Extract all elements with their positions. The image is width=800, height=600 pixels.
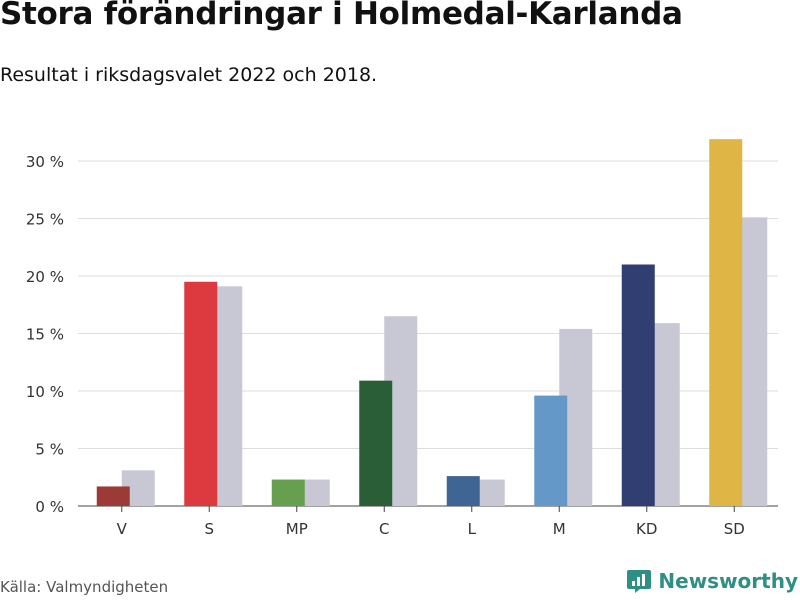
- bar-2022-c: [359, 380, 393, 506]
- y-tick-label: 20 %: [26, 268, 64, 286]
- bar-chart-icon: [627, 570, 652, 593]
- bar-2022-kd: [621, 264, 655, 506]
- bar-2022-l: [446, 476, 480, 506]
- x-tick-label: V: [117, 520, 128, 538]
- bar-chart: 0 % 5 % 10 % 15 % 20 % 25 % 30 % V S MP C L M KD SD: [26, 139, 778, 538]
- bar-2022-mp: [271, 479, 305, 506]
- bar-2022-s: [184, 281, 218, 506]
- bar-2022-v: [96, 486, 130, 506]
- y-tick-label: 0 %: [35, 498, 64, 516]
- chart-title: Stora förändringar i Holmedal-Karlanda: [0, 0, 683, 32]
- bar-2022-sd: [709, 139, 743, 506]
- x-tick-label: KD: [636, 520, 657, 538]
- y-tick-label: 30 %: [26, 153, 64, 171]
- brand-logo: Newsworthy: [626, 568, 798, 594]
- x-tick-label: M: [553, 520, 566, 538]
- y-tick-label: 25 %: [26, 211, 64, 229]
- chart-subtitle: Resultat i riksdagsvalet 2022 och 2018.: [0, 64, 378, 86]
- x-tick-label: S: [204, 520, 214, 538]
- x-tick-label: SD: [724, 520, 745, 538]
- y-tick-label: 10 %: [26, 383, 64, 401]
- y-tick-label: 5 %: [35, 441, 64, 459]
- brand-name: Newsworthy: [658, 569, 798, 593]
- x-tick-label: L: [468, 520, 477, 538]
- y-tick-label: 15 %: [26, 326, 64, 344]
- x-tick-label: C: [379, 520, 389, 538]
- source-note: Källa: Valmyndigheten: [0, 578, 169, 596]
- bar-2022-m: [534, 395, 568, 506]
- x-tick-label: MP: [286, 520, 308, 538]
